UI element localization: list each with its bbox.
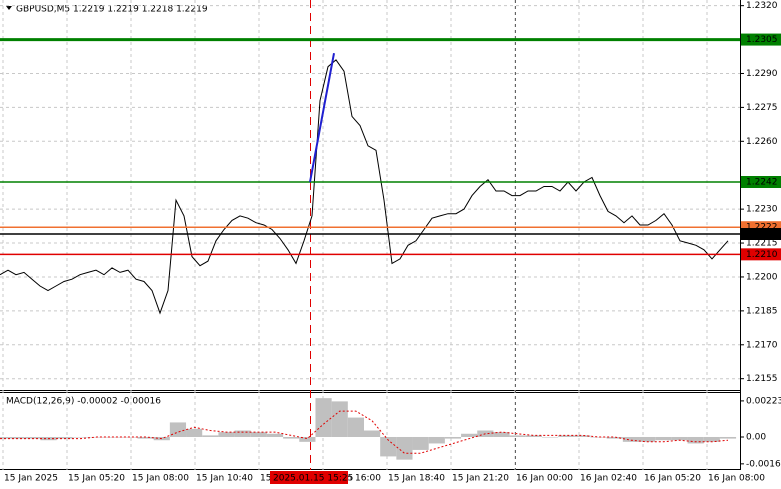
y-tick-label: 0.00 — [746, 432, 766, 442]
macd-bar — [299, 436, 316, 442]
level-label: 1.2219 — [746, 230, 778, 240]
macd-bar — [0, 436, 9, 439]
macd-bar — [493, 432, 510, 437]
chart-title: GBPUSD,M5 1.2219 1.2219 1.2218 1.2219 — [16, 5, 208, 15]
macd-bar — [283, 436, 300, 439]
x-tick-label: 15 Jan 18:40 — [388, 474, 445, 484]
cursor-label: 2025.01.15 15:25 — [273, 474, 353, 484]
y-tick-label: 0.00223 — [746, 396, 781, 406]
x-tick-label: 15 Jan 16:00 — [324, 474, 381, 484]
macd-bar — [574, 435, 591, 437]
level-label: 1.2210 — [746, 250, 778, 260]
level-tag — [741, 228, 781, 240]
macd-bar — [622, 436, 640, 442]
macd-bar — [137, 436, 154, 439]
macd-bar — [380, 436, 397, 457]
macd-bar — [687, 436, 704, 444]
x-tick-label: 16 Jan 08:00 — [708, 474, 765, 484]
macd-bar — [719, 436, 737, 439]
macd-bar — [444, 436, 462, 439]
macd-bar — [8, 436, 25, 439]
y-tick-label: 1.2170 — [746, 340, 778, 350]
macd-bar — [218, 432, 235, 437]
y-tick-label: 1.2185 — [746, 306, 778, 316]
macd-bar — [461, 433, 478, 437]
macd-bar — [558, 435, 575, 437]
macd-bar — [428, 436, 445, 444]
macd-bar — [169, 422, 187, 437]
macd-bar — [72, 436, 89, 438]
y-tick-label: 1.2155 — [746, 374, 778, 384]
macd-bar — [541, 436, 559, 438]
level-tag — [741, 33, 781, 46]
x-tick-label: 16 Jan 00:00 — [516, 474, 573, 484]
x-tick-label: 15 Jan 08:00 — [132, 474, 189, 484]
macd-bar — [703, 436, 720, 442]
y-tick-label: 1.2215 — [746, 239, 778, 249]
macd-bar — [671, 436, 688, 441]
x-tick-label: 16 Jan 05:20 — [644, 474, 701, 484]
macd-bar — [396, 436, 413, 460]
x-tick-label: 15 Jan 05:20 — [68, 474, 125, 484]
macd-bar — [347, 417, 364, 437]
signal-line — [0, 410, 729, 454]
y-tick-label: 1.2200 — [746, 272, 778, 282]
trend-line — [309, 52, 335, 183]
y-tick-label: 1.2260 — [746, 137, 778, 147]
y-tick-label: 1.2275 — [746, 103, 778, 113]
macd-bar — [234, 430, 251, 437]
menu-icon — [6, 6, 12, 10]
macd-bar — [606, 436, 623, 439]
macd-bar — [250, 432, 267, 437]
macd-bar — [56, 436, 73, 439]
macd-bar — [412, 436, 429, 450]
macd-bar — [266, 433, 284, 437]
macd-bar — [590, 436, 607, 438]
macd-bar — [24, 436, 41, 439]
macd-title: MACD(12,26,9) -0.00002 -0.00016 — [6, 397, 161, 407]
price-line — [0, 59, 729, 315]
macd-bar — [315, 398, 332, 437]
macd-bar — [331, 401, 348, 437]
y-tick-label: 1.2290 — [746, 69, 778, 79]
x-tick-label: 16 Jan 02:40 — [580, 474, 637, 484]
x-tick-label: 15 Jan 2025 — [4, 474, 58, 484]
level-label: 1.2222 — [746, 223, 778, 233]
macd-bar — [655, 436, 672, 441]
y-tick-label: -0.00166 — [746, 459, 781, 469]
macd-bar — [525, 435, 542, 437]
x-tick-label: 15 Jan 10:40 — [196, 474, 253, 484]
macd-bar — [364, 430, 381, 437]
x-tick-label: 15 Jan 21:20 — [452, 474, 509, 484]
cursor-tag — [270, 471, 348, 484]
macd-bar — [186, 428, 203, 437]
macd-bar — [202, 435, 219, 437]
level-label: 1.2242 — [746, 178, 778, 188]
macd-bar — [639, 436, 656, 442]
y-tick-label: 1.2320 — [746, 1, 778, 11]
level-label: 1.2305 — [746, 35, 778, 45]
y-tick-label: 1.2230 — [746, 205, 778, 215]
level-tag — [741, 248, 781, 261]
macd-bar — [509, 435, 526, 437]
level-tag — [741, 176, 781, 188]
